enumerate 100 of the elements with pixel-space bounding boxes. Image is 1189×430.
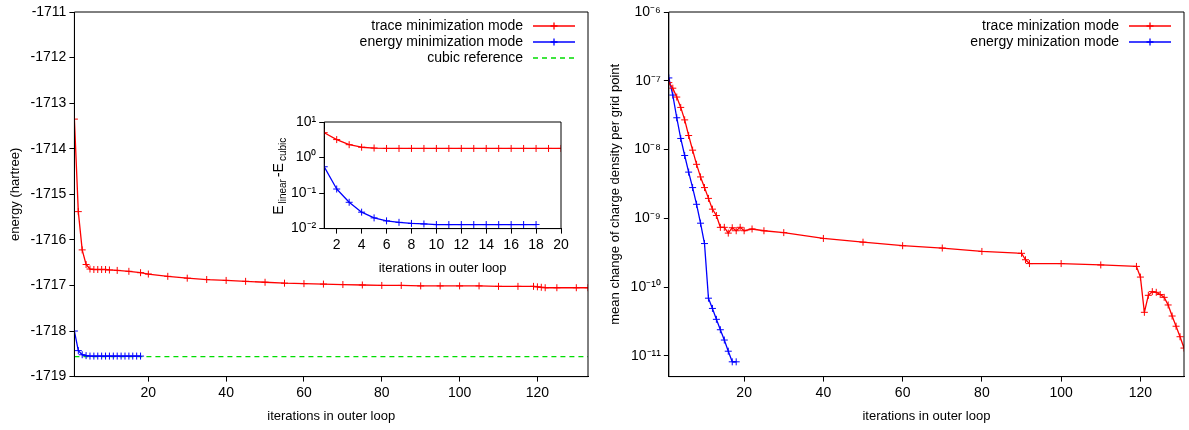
point (261, 278, 270, 287)
point (469, 144, 478, 153)
x-tick-label: 60 (296, 383, 312, 400)
y-axis-title: Elinear-Ecubic (269, 137, 288, 215)
point (136, 352, 145, 361)
y-tick-label: -1711 (31, 2, 67, 19)
point (432, 144, 441, 153)
point (696, 172, 705, 181)
point (1096, 260, 1105, 269)
point (724, 347, 733, 356)
y-tick-label: -1715 (30, 185, 67, 202)
point (740, 226, 749, 235)
point (345, 198, 354, 207)
point (898, 241, 907, 250)
point (720, 336, 729, 345)
point (708, 304, 717, 313)
point (688, 183, 697, 192)
point (407, 219, 416, 228)
legend-label: trace minization mode (982, 16, 1120, 33)
point (241, 277, 250, 286)
point (407, 144, 416, 153)
point (457, 144, 466, 153)
point (1132, 262, 1141, 271)
point (1136, 273, 1145, 282)
x-tick-label: 18 (528, 235, 545, 252)
x-tick-label: 120 (1128, 383, 1153, 400)
y-tick-label: 10⁰ (295, 148, 317, 165)
point (748, 224, 757, 233)
x-tick-label: 80 (374, 383, 390, 400)
y-tick-label: 10⁻¹¹ (630, 346, 662, 363)
x-tick-label: 40 (218, 383, 235, 400)
point (222, 276, 231, 285)
x-tick-label: 10 (428, 235, 445, 252)
point (280, 279, 289, 288)
y-tick-label: -1719 (30, 367, 67, 384)
point (519, 144, 528, 153)
x-tick-label: 100 (447, 383, 472, 400)
x-tick-label: 120 (525, 383, 550, 400)
point (332, 185, 341, 194)
point (732, 357, 741, 366)
point (1148, 287, 1157, 296)
point (78, 245, 87, 254)
x-tick-label: 8 (407, 235, 416, 252)
point (1057, 259, 1066, 268)
point (1152, 288, 1161, 297)
point (552, 283, 561, 292)
point (1168, 312, 1177, 321)
point (319, 280, 328, 289)
x-tick-label: 20 (553, 235, 569, 252)
y-axis-title: mean change of charge density per grid point (607, 63, 623, 325)
y-tick-label: 10¹ (296, 112, 317, 129)
point (1156, 290, 1165, 299)
x-tick-label: 14 (478, 235, 495, 252)
legend-label: energy minimization mode (359, 32, 524, 49)
point (444, 220, 453, 229)
y-tick-label: 10⁻⁸ (634, 140, 661, 157)
point (113, 266, 122, 275)
point (377, 281, 386, 290)
point (716, 325, 725, 334)
point (475, 281, 484, 290)
point (732, 226, 741, 235)
x-tick-label: 16 (503, 235, 520, 252)
point (759, 226, 768, 235)
point (74, 346, 83, 355)
point (544, 144, 553, 153)
x-tick-label: 12 (453, 235, 470, 252)
y-tick-label: -1716 (30, 230, 67, 247)
x-tick-label: 40 (815, 383, 832, 400)
point (370, 144, 379, 153)
point (444, 144, 453, 153)
point (680, 151, 689, 160)
legend-label: cubic reference (427, 48, 524, 65)
point (455, 281, 464, 290)
point (819, 234, 828, 243)
point (482, 220, 491, 229)
x-tick-label: 20 (140, 383, 157, 400)
point (89, 352, 98, 361)
x-axis-title: iterations in outer loop (267, 407, 396, 423)
point (532, 220, 541, 229)
point (507, 220, 516, 229)
y-tick-label: -1713 (30, 94, 67, 111)
point (74, 207, 83, 216)
point (533, 282, 542, 291)
x-axis-title: iterations in outer loop (862, 407, 991, 423)
point (519, 220, 528, 229)
y-tick-label: -1712 (30, 48, 67, 65)
point (572, 283, 581, 292)
x-tick-label: 60 (894, 383, 911, 400)
point (358, 280, 367, 289)
legend-label: energy minization mode (970, 32, 1120, 49)
point (668, 91, 677, 100)
point (700, 183, 709, 192)
point (977, 247, 986, 256)
point (136, 268, 145, 277)
point (482, 144, 491, 153)
point (696, 219, 705, 228)
point (397, 281, 406, 290)
point (728, 223, 737, 232)
x-tick-label: 20 (736, 383, 753, 400)
point (395, 144, 403, 153)
